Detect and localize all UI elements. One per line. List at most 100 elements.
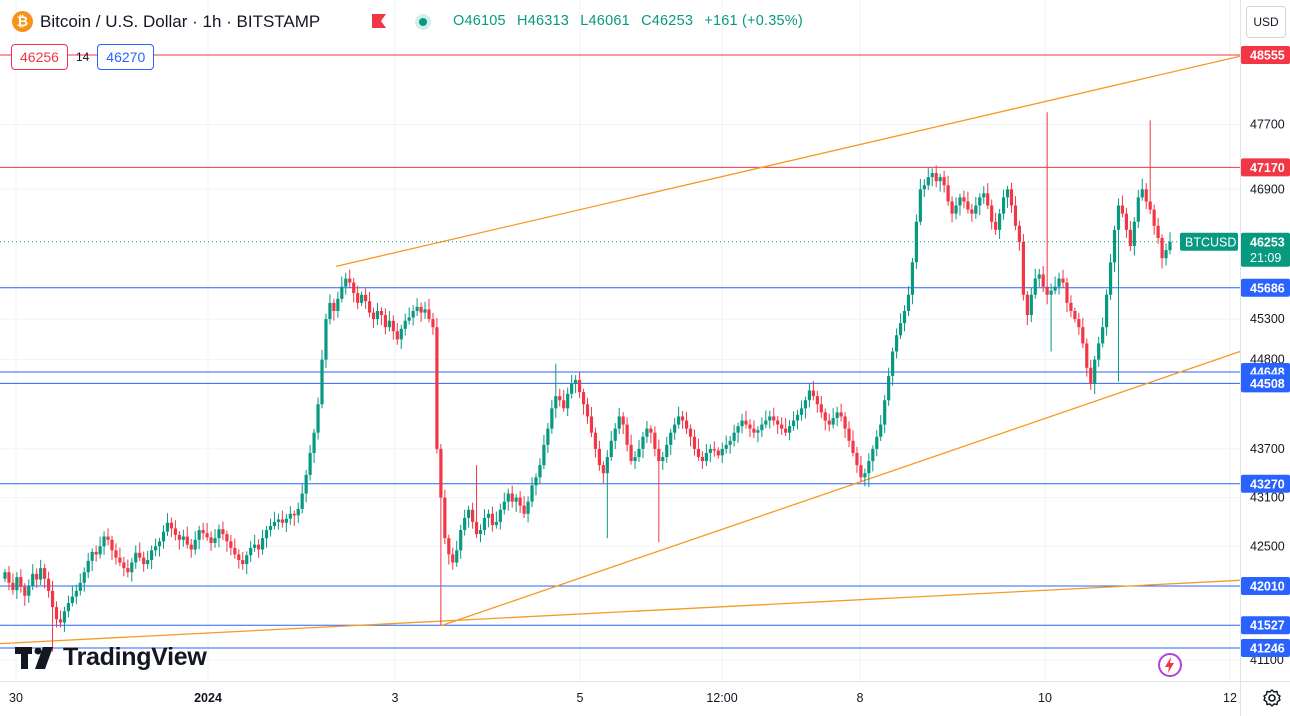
candle[interactable] [1009,182,1014,213]
candle[interactable] [831,408,835,429]
candle[interactable] [926,168,930,191]
candle[interactable] [150,545,154,570]
candle[interactable] [906,286,911,317]
candle[interactable] [637,439,641,462]
candle[interactable] [233,538,237,559]
candle[interactable] [1101,317,1105,348]
candle[interactable] [197,525,201,550]
candle[interactable] [1029,288,1033,323]
candle[interactable] [1148,120,1152,215]
candle[interactable] [645,420,649,443]
candle[interactable] [1077,312,1081,335]
candle[interactable] [1104,289,1109,336]
candle[interactable] [90,548,94,572]
candle[interactable] [954,197,958,220]
candle[interactable] [974,196,978,219]
candle[interactable] [447,534,451,565]
candle[interactable] [474,465,479,538]
candle[interactable] [423,301,427,319]
candle[interactable] [760,417,764,437]
candle[interactable] [764,410,768,429]
candle[interactable] [66,595,71,618]
candle[interactable] [205,522,209,541]
candle[interactable] [27,579,31,603]
candle[interactable] [942,170,946,193]
candle[interactable] [902,305,907,332]
candle[interactable] [387,311,391,332]
candle[interactable] [189,539,193,558]
candle[interactable] [506,488,510,511]
candle[interactable] [720,442,724,463]
candle[interactable] [320,349,324,409]
candle[interactable] [122,556,126,577]
candle[interactable] [1017,220,1022,251]
candle[interactable] [684,412,689,434]
candle[interactable] [7,565,11,591]
candle[interactable] [379,307,384,326]
candle[interactable] [1152,204,1156,235]
candle[interactable] [970,204,974,222]
candle[interactable] [300,484,304,514]
candle[interactable] [284,514,288,532]
candle[interactable] [562,389,566,412]
candle[interactable] [459,524,463,559]
candle[interactable] [177,531,181,550]
candle[interactable] [114,543,118,565]
candle[interactable] [130,558,134,582]
candle[interactable] [371,307,376,328]
candle[interactable] [268,518,273,537]
candle[interactable] [70,586,74,607]
candle[interactable] [990,199,994,230]
candle[interactable] [712,441,716,457]
candle[interactable] [728,435,732,454]
candle[interactable] [411,305,415,326]
candle[interactable] [427,298,431,323]
candle[interactable] [585,397,590,424]
candle[interactable] [161,525,166,549]
candle[interactable] [134,545,138,569]
candle[interactable] [356,285,360,310]
candle[interactable] [704,444,708,467]
candle[interactable] [181,529,185,547]
candle[interactable] [217,524,221,548]
candle[interactable] [894,328,899,359]
candle[interactable] [19,569,23,593]
candle[interactable] [482,509,487,536]
candle[interactable] [835,406,839,427]
candle[interactable] [209,531,213,551]
candle[interactable] [986,183,990,210]
candle[interactable] [1005,185,1010,208]
candle[interactable] [744,410,748,429]
candle[interactable] [597,440,601,471]
candle[interactable] [851,430,855,457]
candle[interactable] [288,506,292,525]
candle[interactable] [661,451,665,470]
candle[interactable] [740,413,744,434]
candle[interactable] [272,511,277,530]
candle[interactable] [1108,253,1113,301]
candle[interactable] [748,419,752,438]
candle[interactable] [787,420,792,441]
candle[interactable] [629,434,633,465]
candle[interactable] [550,399,554,434]
candle[interactable] [891,347,895,386]
candle[interactable] [633,451,637,469]
candle[interactable] [463,509,467,536]
candle[interactable] [280,510,284,528]
candle[interactable] [673,417,677,440]
candle[interactable] [383,308,388,335]
candle[interactable] [772,407,776,426]
candle[interactable] [558,388,562,407]
candle[interactable] [982,186,986,204]
candle[interactable] [815,390,819,413]
candle[interactable] [229,534,233,556]
candle[interactable] [649,425,653,444]
candle[interactable] [966,191,970,214]
candle[interactable] [1073,307,1077,323]
candle[interactable] [312,428,316,464]
candle[interactable] [657,439,661,543]
candle[interactable] [530,477,534,508]
candle[interactable] [839,403,843,422]
candle[interactable] [308,444,312,481]
